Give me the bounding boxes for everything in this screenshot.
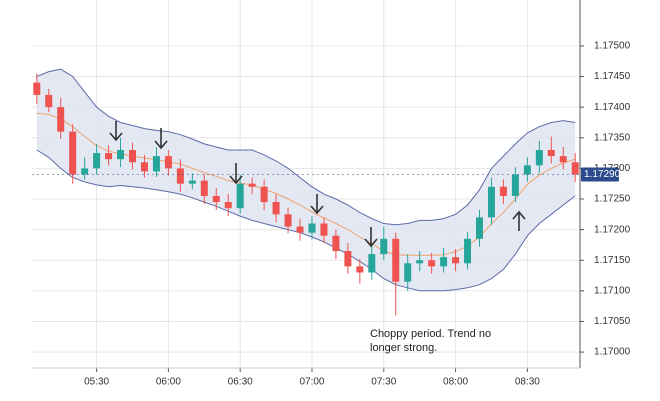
upper-band bbox=[36, 68, 576, 226]
candle-body bbox=[404, 263, 412, 282]
candle-body bbox=[320, 223, 328, 236]
candle-body bbox=[344, 251, 352, 267]
candle-body bbox=[200, 180, 208, 196]
candle-body bbox=[535, 150, 543, 166]
candle-body bbox=[81, 168, 89, 175]
plot: 1.17000 1.17050 1.17100 1.17150 1.17200 1.172… bbox=[32, 0, 631, 388]
candle-body bbox=[188, 180, 196, 184]
candle-body bbox=[559, 156, 567, 163]
x-tick-label: 06:30 bbox=[228, 377, 253, 388]
candle-body bbox=[152, 156, 160, 172]
candle-body bbox=[117, 150, 125, 160]
y-tick-label: 1.17100 bbox=[594, 285, 631, 296]
candle-body bbox=[105, 153, 113, 160]
candle-body bbox=[499, 186, 507, 196]
last-price-label: 1.17290 bbox=[584, 169, 621, 180]
candle-body bbox=[487, 186, 495, 218]
candle-body bbox=[392, 238, 400, 282]
signal-arrows bbox=[109, 121, 526, 248]
down-arrow bbox=[310, 194, 324, 215]
candle-body bbox=[547, 150, 555, 157]
candle-body bbox=[464, 238, 472, 264]
candle-body bbox=[475, 217, 483, 239]
candle-body bbox=[380, 238, 388, 255]
candle-body bbox=[296, 226, 304, 233]
down-arrow bbox=[364, 227, 378, 248]
candle-body bbox=[248, 183, 256, 187]
candle-body bbox=[452, 257, 460, 264]
band-fill bbox=[36, 69, 576, 291]
down-arrow bbox=[154, 128, 168, 150]
x-tick-label: 08:00 bbox=[443, 377, 468, 388]
candle-body bbox=[284, 214, 292, 227]
candle-body bbox=[212, 195, 220, 203]
candle-body bbox=[45, 94, 53, 108]
down-arrow bbox=[229, 163, 243, 185]
candle-body bbox=[571, 162, 579, 175]
y-tick-label: 1.17500 bbox=[594, 41, 631, 52]
y-tick-label: 1.17150 bbox=[594, 255, 631, 266]
candle-body bbox=[440, 257, 448, 267]
candle-body bbox=[224, 202, 232, 209]
candle-body bbox=[176, 168, 184, 184]
candle-body bbox=[356, 266, 364, 273]
middle-band bbox=[36, 112, 576, 256]
candle-body bbox=[308, 223, 316, 233]
candle-body bbox=[416, 260, 424, 264]
candle-body bbox=[272, 202, 280, 215]
candle-body bbox=[33, 82, 41, 95]
y-tick-label: 1.17050 bbox=[594, 316, 631, 327]
candle-body bbox=[260, 186, 268, 203]
annotation: Choppy period. Trend no longer strong. bbox=[370, 328, 492, 354]
candle-body bbox=[140, 162, 148, 172]
y-tick-label: 1.17400 bbox=[594, 102, 631, 113]
candle-body bbox=[57, 107, 65, 132]
up-arrow bbox=[512, 210, 526, 231]
x-tick-label: 07:30 bbox=[371, 377, 396, 388]
lower-band bbox=[36, 149, 576, 292]
candle-body bbox=[511, 174, 519, 196]
y-tick-label: 1.17450 bbox=[594, 71, 631, 82]
candle-body bbox=[236, 183, 244, 209]
candle-body bbox=[368, 254, 376, 273]
candle-body bbox=[428, 260, 436, 267]
y-tick-label: 1.17000 bbox=[594, 347, 631, 358]
x-tick-label: 08:30 bbox=[515, 377, 540, 388]
candle-body bbox=[164, 156, 172, 169]
candle-body bbox=[523, 165, 531, 175]
x-tick-label: 07:00 bbox=[299, 377, 324, 388]
candle-body bbox=[332, 235, 340, 252]
y-tick-label: 1.17250 bbox=[594, 194, 631, 205]
x-tick-label: 06:00 bbox=[156, 377, 181, 388]
down-arrow bbox=[109, 121, 123, 142]
last-price-box bbox=[581, 167, 619, 182]
x-tick-label: 05:30 bbox=[84, 377, 109, 388]
candle-body bbox=[93, 153, 101, 169]
y-tick-label: 1.17350 bbox=[594, 132, 631, 143]
y-tick-label: 1.17200 bbox=[594, 224, 631, 235]
candle-body bbox=[69, 131, 77, 175]
candle-body bbox=[129, 150, 137, 163]
